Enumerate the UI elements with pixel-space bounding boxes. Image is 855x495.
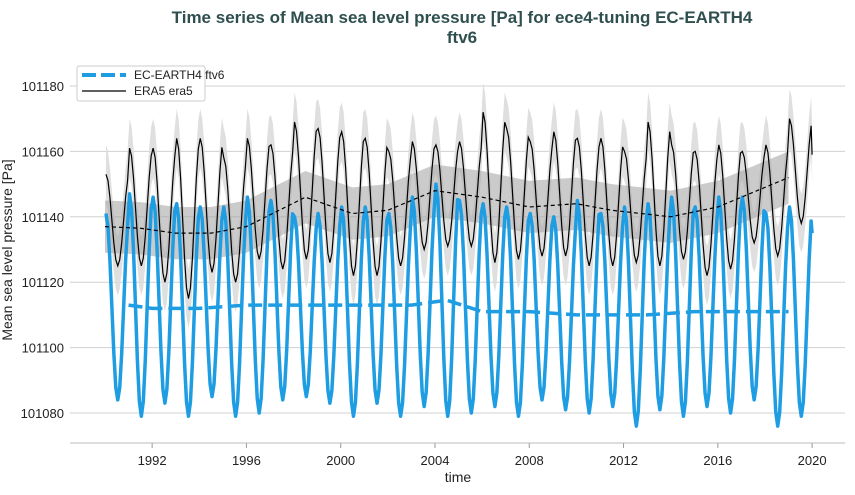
y-tick-label: 101140	[22, 210, 64, 225]
x-tick-label: 2016	[703, 453, 732, 468]
legend-label-obs: ERA5 era5	[134, 84, 193, 98]
model-rolling-mean-line	[128, 298, 789, 317]
model-line	[104, 182, 814, 428]
chart-title: Time series of Mean sea level pressure […	[172, 8, 753, 27]
legend-label-model: EC-EARTH4 ftv6	[134, 68, 225, 82]
x-tick-label: 1992	[138, 453, 167, 468]
legend: EC-EARTH4 ftv6 ERA5 era5	[76, 65, 225, 102]
y-axis-label: Mean sea level pressure [Pa]	[0, 159, 15, 340]
x-tick-label: 2004	[421, 453, 450, 468]
x-axis-label: time	[445, 469, 472, 485]
obs-rolling-mean-line	[104, 177, 789, 234]
y-tick-label: 101180	[22, 79, 64, 94]
x-tick-label: 2000	[326, 453, 355, 468]
x-tick-label: 1996	[232, 453, 261, 468]
obs-rolling-band	[105, 151, 789, 260]
y-tick-label: 101100	[22, 341, 64, 356]
obs-line	[105, 112, 813, 299]
x-tick-label: 2008	[515, 453, 544, 468]
chart-title-line2: ftv6	[447, 28, 477, 47]
x-tick-label: 2012	[609, 453, 638, 468]
y-tick-label: 101120	[22, 275, 64, 290]
y-tick-label: 101160	[22, 144, 64, 159]
x-tick-label: 2020	[798, 453, 827, 468]
y-tick-label: 101080	[21, 406, 64, 421]
